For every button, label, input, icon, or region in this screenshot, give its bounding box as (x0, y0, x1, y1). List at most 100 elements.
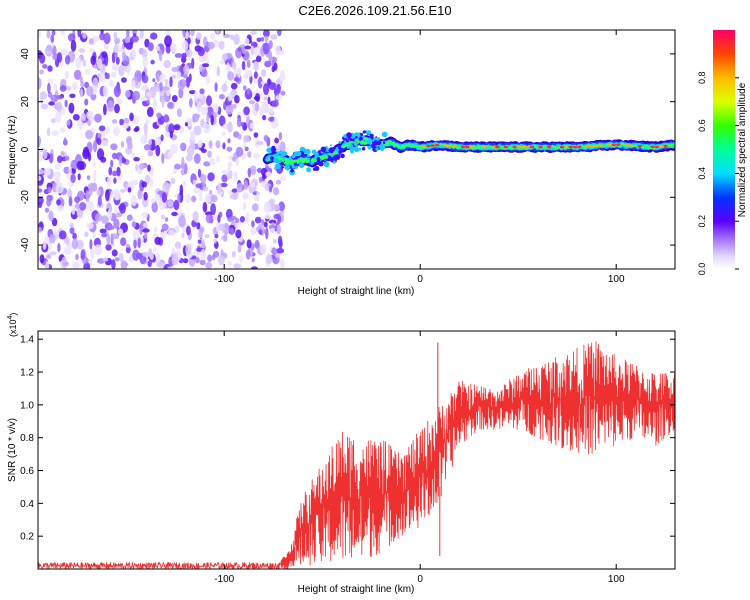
noise-blob (205, 211, 213, 216)
noise-blob (38, 30, 42, 38)
noise-blob (70, 39, 77, 52)
noise-blob (227, 260, 233, 267)
noise-blob (280, 70, 285, 79)
noise-blob (161, 223, 169, 232)
noise-blob (274, 45, 281, 56)
ridge-peak-blob (319, 156, 325, 160)
noise-blob (242, 85, 247, 91)
noise-blob (70, 173, 76, 183)
noise-blob (111, 249, 118, 257)
noise-blob (100, 156, 107, 163)
noise-blob (227, 93, 232, 102)
noise-blob (105, 72, 110, 80)
snr-x-label: Height of straight line (km) (298, 584, 415, 595)
ridge-peak-dash (495, 145, 500, 149)
noise-blob (38, 188, 43, 193)
ridge-speckle (366, 130, 372, 135)
noise-blob (183, 163, 188, 175)
noise-blob (176, 71, 182, 79)
colorbar-tick-label: 0.2 (697, 215, 707, 228)
noise-blob (74, 196, 80, 204)
snr-y-ticks: 0.2 0.4 0.6 0.8 1.0 1.2 1.4 (20, 335, 675, 543)
noise-blob (280, 90, 286, 96)
noise-blob (197, 47, 205, 57)
noise-blob (47, 78, 54, 84)
noise-blob (174, 53, 183, 58)
noise-blob (161, 214, 165, 220)
noise-blob (68, 165, 72, 176)
ridge-peak-dash (590, 145, 595, 148)
noise-blob (71, 238, 79, 250)
noise-blob (125, 245, 131, 254)
noise-blob (43, 168, 52, 176)
y-tick-label: 1.2 (20, 368, 34, 379)
noise-blob (93, 169, 97, 182)
ridge-speckle (338, 150, 343, 154)
noise-blob (149, 86, 157, 99)
noise-blob (171, 95, 178, 103)
noise-blob (164, 152, 168, 159)
ridge-peak-dash (421, 145, 427, 148)
y-tick-label: 1.0 (20, 400, 34, 411)
snr-series (38, 341, 675, 569)
noise-blob (42, 149, 48, 160)
noise-blob (82, 59, 87, 67)
noise-blob (167, 200, 174, 208)
y-tick-label: -20 (20, 190, 31, 205)
noise-blob (124, 90, 131, 98)
noise-blob (42, 64, 48, 69)
noise-blob (143, 122, 148, 135)
spectrogram-x-ticks: -100 0 100 (214, 30, 625, 285)
ridge-speckle (369, 133, 374, 138)
noise-blob (130, 152, 136, 159)
noise-blob (207, 172, 215, 182)
noise-blob (111, 233, 119, 240)
noise-blob (75, 253, 79, 261)
noise-blob (202, 186, 209, 192)
noise-blob (85, 190, 90, 202)
noise-blob (265, 253, 273, 265)
noise-blob (249, 100, 255, 105)
noise-blob (72, 232, 77, 240)
noise-blob (242, 73, 249, 80)
noise-blob (38, 136, 41, 148)
noise-blob (277, 235, 283, 247)
noise-blob (276, 224, 281, 235)
y-tick-label: 40 (20, 48, 31, 60)
noise-blob (255, 55, 262, 63)
noise-blob (141, 74, 149, 84)
noise-blob (133, 238, 137, 249)
ridge-peak-dash (559, 145, 565, 149)
noise-blob (261, 36, 264, 42)
noise-blob (221, 174, 228, 183)
ridge-peak-dash (430, 144, 435, 147)
noise-blob (207, 254, 213, 262)
ridge-speckle (266, 157, 269, 160)
noise-blob (107, 100, 115, 112)
snr-y-label: SNR (10 * v/v) (7, 418, 18, 482)
noise-blob (237, 47, 242, 52)
noise-blob (126, 63, 131, 76)
noise-blob (44, 207, 50, 213)
noise-blob (84, 81, 90, 89)
noise-blob (247, 167, 251, 178)
noise-blob (40, 95, 44, 104)
noise-blob (216, 183, 222, 194)
noise-blob (156, 261, 165, 268)
noise-blob (102, 85, 109, 98)
noise-blob (151, 201, 158, 213)
noise-blob (94, 113, 102, 123)
noise-blob (112, 119, 118, 124)
noise-blob (207, 41, 215, 50)
ridge-speckle (381, 131, 388, 138)
noise-blob (264, 60, 272, 68)
noise-blob (54, 163, 62, 170)
noise-blob (216, 65, 221, 77)
noise-blob (130, 195, 138, 207)
noise-blob (154, 236, 161, 245)
noise-blob (258, 229, 263, 235)
noise-blob (271, 100, 279, 108)
noise-blob (250, 266, 258, 269)
noise-blob (190, 30, 195, 37)
noise-blob (58, 230, 67, 240)
